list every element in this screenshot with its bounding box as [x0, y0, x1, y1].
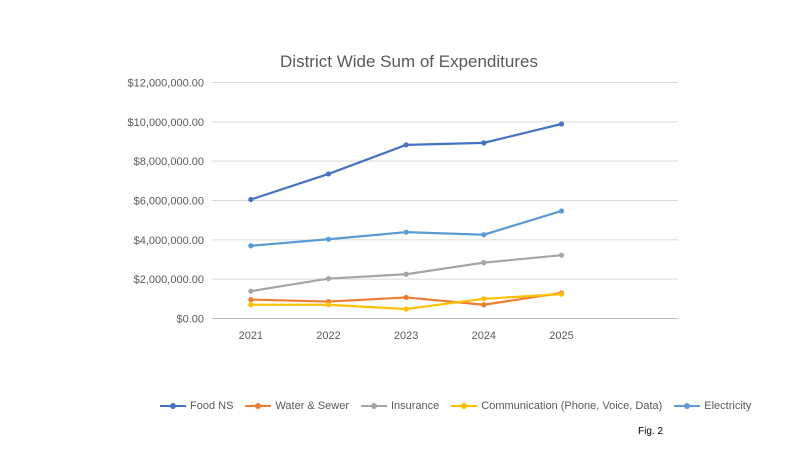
figure-caption: Fig. 2: [638, 426, 664, 437]
data-point: [248, 302, 254, 308]
data-point: [403, 229, 409, 235]
data-point: [403, 306, 409, 312]
legend-marker: [674, 403, 701, 409]
data-point: [248, 243, 254, 249]
legend: Food NS Water & Sewer Insurance Communicati…: [160, 400, 751, 412]
data-point: [325, 275, 332, 282]
data-point: [558, 291, 565, 297]
series-0: [248, 121, 565, 203]
y-tick-label: $12,000,000.00: [128, 78, 204, 90]
y-tick-label: $2,000,000.00: [134, 274, 204, 286]
data-point: [248, 288, 254, 294]
y-tick-label: $4,000,000.00: [134, 235, 204, 247]
legend-label: Insurance: [390, 400, 440, 412]
data-point: [325, 236, 332, 242]
x-tick-label: 2025: [549, 330, 573, 342]
series-line: [250, 122, 562, 201]
data-point: [481, 296, 487, 302]
data-point: [481, 302, 487, 308]
y-tick-label: $6,000,000.00: [134, 196, 204, 208]
data-point: [325, 302, 332, 308]
x-tick-label: 2021: [239, 330, 263, 342]
data-point: [558, 208, 565, 214]
series-3: [248, 291, 565, 312]
data-point: [558, 121, 565, 127]
x-tick-label: 2023: [394, 330, 418, 342]
data-point: [325, 171, 332, 177]
legend-marker: [160, 403, 186, 409]
legend-item: Communication (Phone, Voice, Data): [451, 400, 662, 412]
legend-label: Communication (Phone, Voice, Data): [481, 400, 663, 412]
series-2: [248, 252, 565, 294]
data-point: [558, 252, 565, 258]
legend-marker: [360, 403, 387, 409]
chart-title: District Wide Sum of Expenditures: [280, 52, 538, 71]
data-point: [481, 140, 487, 146]
series-line: [250, 209, 562, 247]
legend-item: Insurance: [360, 400, 440, 412]
y-tick-label: $8,000,000.00: [134, 156, 204, 168]
data-point: [248, 297, 254, 303]
y-tick-label: $10,000,000.00: [128, 117, 204, 129]
series-4: [248, 208, 565, 249]
x-tick-label: 2022: [316, 330, 340, 342]
legend-item: Electricity: [674, 400, 751, 412]
legend-item: Water & Sewer: [245, 400, 349, 412]
data-point: [481, 260, 487, 266]
data-point: [403, 142, 409, 148]
x-tick-label: 2024: [472, 330, 496, 342]
data-point: [403, 271, 409, 277]
legend-label: Water & Sewer: [275, 400, 349, 412]
legend-marker: [245, 403, 272, 409]
legend-marker: [451, 403, 478, 409]
data-point: [403, 294, 409, 301]
legend-label: Food NS: [190, 400, 234, 412]
legend-item: Food NS: [160, 400, 233, 412]
data-point: [248, 196, 254, 203]
data-point: [481, 232, 487, 238]
y-tick-label: $0.00: [176, 314, 204, 326]
legend-label: Electricity: [704, 400, 752, 412]
